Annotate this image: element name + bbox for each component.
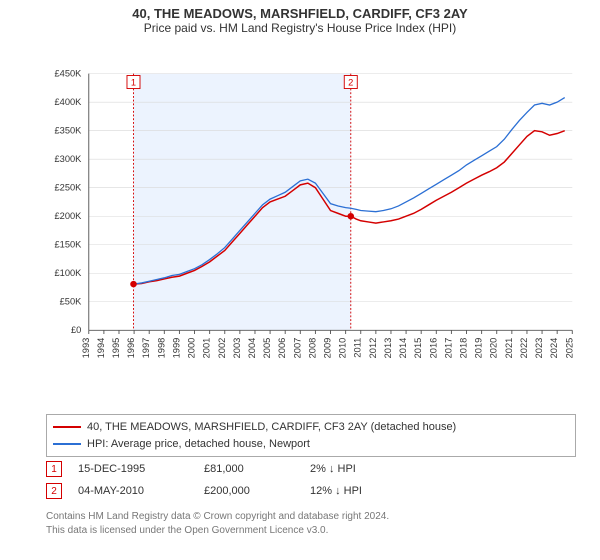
svg-text:2013: 2013 [383, 338, 393, 359]
svg-text:2007: 2007 [292, 338, 302, 359]
svg-text:2020: 2020 [489, 338, 499, 359]
sale-date: 04-MAY-2010 [78, 485, 188, 497]
svg-text:2017: 2017 [443, 338, 453, 359]
svg-text:2009: 2009 [323, 338, 333, 359]
sale-price: £81,000 [204, 463, 294, 475]
svg-text:2025: 2025 [564, 338, 574, 359]
sales-table: 1 15-DEC-1995 £81,000 2% ↓ HPI 2 04-MAY-… [46, 458, 576, 502]
svg-text:£200K: £200K [54, 211, 82, 221]
svg-text:2022: 2022 [519, 338, 529, 359]
svg-text:£400K: £400K [54, 97, 82, 107]
chart-title-1: 40, THE MEADOWS, MARSHFIELD, CARDIFF, CF… [0, 0, 600, 21]
svg-text:1996: 1996 [126, 338, 136, 359]
svg-text:2006: 2006 [277, 338, 287, 359]
table-row: 2 04-MAY-2010 £200,000 12% ↓ HPI [46, 480, 576, 502]
legend: 40, THE MEADOWS, MARSHFIELD, CARDIFF, CF… [46, 414, 576, 457]
legend-swatch-hpi [53, 443, 81, 445]
svg-text:2014: 2014 [398, 338, 408, 359]
svg-text:£50K: £50K [60, 297, 82, 307]
footer-line-2: This data is licensed under the Open Gov… [46, 524, 576, 538]
svg-text:2008: 2008 [307, 338, 317, 359]
legend-swatch-price [53, 426, 81, 428]
sale-marker-2: 2 [46, 483, 62, 499]
svg-text:1997: 1997 [141, 338, 151, 359]
svg-text:2005: 2005 [262, 338, 272, 359]
svg-text:2: 2 [348, 78, 353, 88]
svg-text:£450K: £450K [54, 68, 82, 78]
legend-label-hpi: HPI: Average price, detached house, Newp… [87, 436, 310, 453]
svg-text:1998: 1998 [156, 338, 166, 359]
legend-item-price: 40, THE MEADOWS, MARSHFIELD, CARDIFF, CF… [53, 419, 569, 436]
svg-text:1: 1 [131, 78, 136, 88]
svg-text:2010: 2010 [338, 338, 348, 359]
svg-text:2024: 2024 [549, 338, 559, 359]
svg-text:1999: 1999 [171, 338, 181, 359]
sale-delta: 2% ↓ HPI [310, 463, 356, 475]
svg-text:1994: 1994 [96, 338, 106, 359]
svg-text:£300K: £300K [54, 154, 82, 164]
svg-text:2019: 2019 [474, 338, 484, 359]
footer: Contains HM Land Registry data © Crown c… [46, 510, 576, 537]
svg-text:2001: 2001 [202, 338, 212, 359]
sale-delta: 12% ↓ HPI [310, 485, 362, 497]
chart-title-2: Price paid vs. HM Land Registry's House … [0, 21, 600, 39]
svg-text:2015: 2015 [413, 338, 423, 359]
legend-item-hpi: HPI: Average price, detached house, Newp… [53, 436, 569, 453]
svg-text:1995: 1995 [111, 338, 121, 359]
table-row: 1 15-DEC-1995 £81,000 2% ↓ HPI [46, 458, 576, 480]
svg-text:2003: 2003 [232, 338, 242, 359]
svg-text:1993: 1993 [81, 338, 91, 359]
chart: 1 2 1993 1994 1995 1996 1997 1998 1999 2000 2001 20… [46, 48, 576, 368]
sale-price: £200,000 [204, 485, 294, 497]
svg-text:2000: 2000 [187, 338, 197, 359]
svg-text:2023: 2023 [534, 338, 544, 359]
svg-text:2011: 2011 [353, 338, 363, 358]
footer-line-1: Contains HM Land Registry data © Crown c… [46, 510, 576, 524]
svg-text:£350K: £350K [54, 125, 82, 135]
svg-text:£100K: £100K [54, 268, 82, 278]
svg-text:£250K: £250K [54, 182, 82, 192]
svg-text:2002: 2002 [217, 338, 227, 359]
svg-text:2012: 2012 [368, 338, 378, 359]
svg-text:2021: 2021 [504, 338, 514, 359]
svg-text:2018: 2018 [459, 338, 469, 359]
sale-date: 15-DEC-1995 [78, 463, 188, 475]
svg-text:£150K: £150K [54, 240, 82, 250]
svg-text:£0: £0 [71, 325, 81, 335]
svg-text:2004: 2004 [247, 338, 257, 359]
svg-text:2016: 2016 [428, 338, 438, 359]
legend-label-price: 40, THE MEADOWS, MARSHFIELD, CARDIFF, CF… [87, 419, 456, 436]
sale-marker-1: 1 [46, 461, 62, 477]
